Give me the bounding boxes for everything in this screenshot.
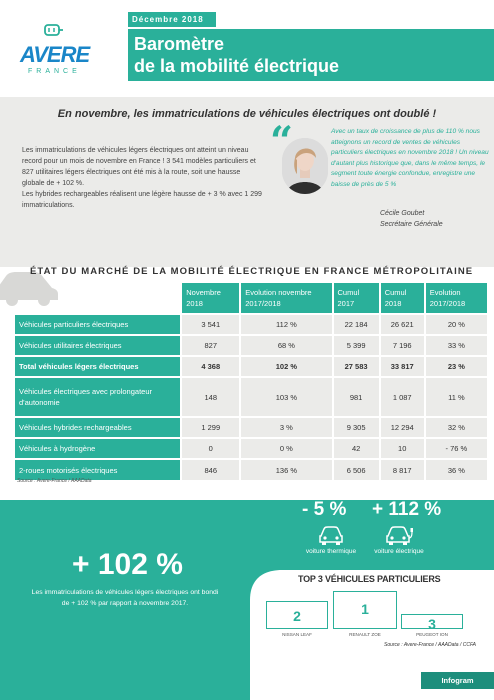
table-cell: 4 368 [180,355,241,377]
podium-first: 1 [333,591,397,629]
title-box: Baromètre de la mobilité électrique [128,29,494,81]
table-cell: 9 305 [331,416,380,438]
electric-car-icon [386,526,413,545]
electric-percent: + 112 % [372,499,442,520]
table-row: Véhicules à hydrogène 0 0 % 42 10 - 76 % [15,437,487,459]
avere-logo: AVERE FRANCE [18,22,90,82]
logo-subtitle: FRANCE [28,68,81,75]
table-cell: 32 % [423,416,487,438]
table-cell: 846 [180,458,241,480]
table-cell: 22 184 [331,313,380,335]
table-cell: 0 [180,437,241,459]
podium-source: Source : Avere-France / AAAData / CCFA [384,642,476,648]
table-row: Véhicules utilitaires électriques 827 68… [15,334,487,356]
thermal-car-icon [319,526,343,545]
table-row: Véhicules électriques avec prolongateur … [15,376,487,417]
table-cell: 3 % [239,416,333,438]
car-icon [0,272,58,306]
table-cell: 7 196 [378,334,425,356]
intro-section [0,97,494,267]
table-row: Véhicules hybrides rechargeables 1 299 3… [15,416,487,438]
section-title: ÉTAT DU MARCHÉ DE LA MOBILITÉ ÉLECTRIQUE… [30,266,474,277]
table-cell: 33 817 [378,355,425,377]
podium-second: 2 [266,601,328,629]
table-source: Source : Avere-France / AAAData [17,478,92,484]
table-cell: - 76 % [423,437,487,459]
table-cell: 33 % [423,334,487,356]
table-cell: 11 % [423,376,487,417]
row-label: Véhicules hybrides rechargeables [15,416,182,438]
table-header-row: Novembre 2018 Evolution novembre 2017/20… [15,283,487,314]
market-table: Novembre 2018 Evolution novembre 2017/20… [15,283,487,480]
quote-text: Avec un taux de croissance de plus de 11… [331,128,489,188]
row-label: 2-roues motorisés électriques [15,458,182,480]
headline: En novembre, les immatriculations de véh… [57,108,437,120]
electric-label: voiture électrique [374,548,424,555]
table-cell: 112 % [239,313,333,335]
row-label: Véhicules à hydrogène [15,437,182,459]
row-label: Véhicules particuliers électriques [15,313,182,335]
date-tag: Décembre 2018 [128,12,216,27]
row-label: Total véhicules légers électriques [15,355,182,377]
table-cell: 3 541 [180,313,241,335]
podium-third-label: PEUGEOT ION [416,632,448,637]
table-cell: 8 817 [378,458,425,480]
table-cell: 0 % [239,437,333,459]
podium-third: 3 [401,614,463,632]
table-cell: 27 583 [331,355,380,377]
quote-author-name: Cécile Goubet [380,210,425,217]
table-cell: 148 [180,376,241,417]
page-title-line1: Baromètre [134,34,225,54]
table-cell: 20 % [423,313,487,335]
table-cell: 827 [180,334,241,356]
plug-icon [44,24,63,36]
podium-second-label: NISSAN LEAF [282,632,312,637]
table-cell: 12 294 [378,416,425,438]
podium-first-label: RENAULT ZOE [349,632,381,637]
table-cell: 6 506 [331,458,380,480]
table-row-total: Total véhicules légers électriques 4 368… [15,355,487,377]
page-title-line2: de la mobilité électrique [134,56,340,76]
table-header: Evolution novembre 2017/2018 [239,283,333,314]
highlight-text: Les immatriculations de véhicules légers… [31,589,219,607]
big-percent: + 102 % [72,548,183,581]
table-cell: 981 [331,376,380,417]
table-cell: 36 % [423,458,487,480]
table-header: Novembre 2018 [180,283,241,314]
table-cell: 23 % [423,355,487,377]
table-cell: 5 399 [331,334,380,356]
table-row: Véhicules particuliers électriques 3 541… [15,313,487,335]
logo-brand: AVERE [20,42,90,67]
table-row: 2-roues motorisés électriques 846 136 % … [15,458,487,480]
table-cell: 42 [331,437,380,459]
table-header: Cumul 2018 [378,283,425,314]
table-cell: 68 % [239,334,333,356]
infogram-tag[interactable]: Infogram [421,672,494,689]
table-cell: 102 % [239,355,333,377]
row-label: Véhicules utilitaires électriques [15,334,182,356]
intro-paragraph: Les hybrides rechargeables réalisent une… [22,191,262,209]
quote-author-role: Secrétaire Générale [380,221,443,228]
table-cell: 136 % [239,458,333,480]
table-header-blank [15,283,181,314]
row-label: Véhicules électriques avec prolongateur … [15,376,182,417]
intro-text: Les immatriculations de véhicules légers… [22,145,262,211]
table-cell: 1 087 [378,376,425,417]
table-cell: 26 621 [378,313,425,335]
table-cell: 10 [378,437,425,459]
table-cell: 103 % [239,376,333,417]
portrait [282,138,328,194]
top3-title: TOP 3 VÉHICULES PARTICULIERS [298,574,441,584]
thermal-percent: - 5 % [302,499,347,520]
table-cell: 1 299 [180,416,241,438]
intro-paragraph: Les immatriculations de véhicules légers… [22,147,256,187]
thermal-label: voiture thermique [305,548,357,555]
portrait-image [282,138,328,194]
table-header: Evolution 2017/2018 [423,283,487,314]
table-header: Cumul 2017 [331,283,380,314]
